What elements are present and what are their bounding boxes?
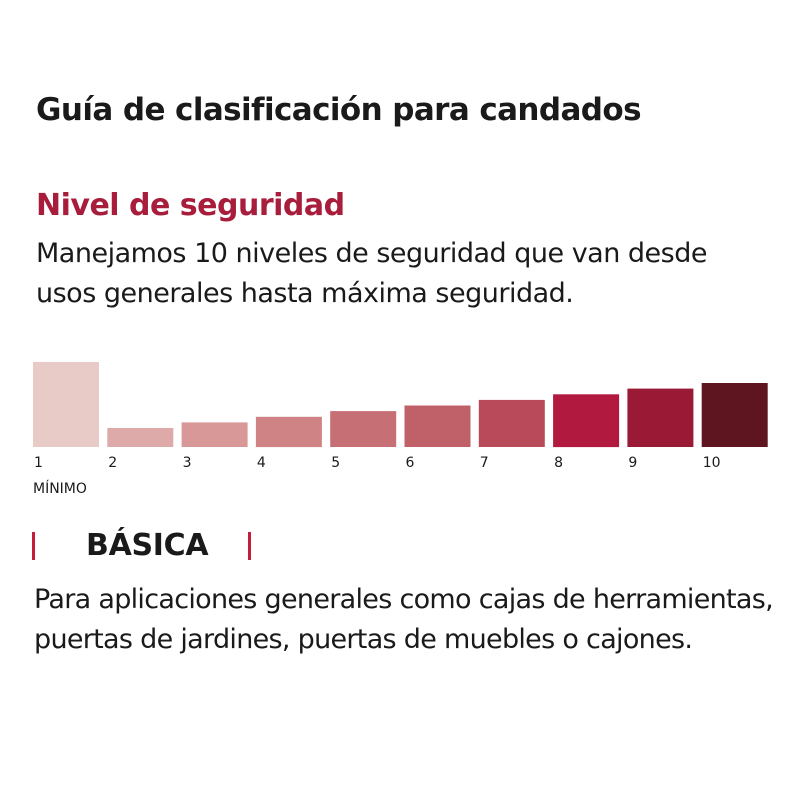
level-tick-label-1: 1 [34,455,43,471]
minimum-label: MÍNIMO [33,480,87,497]
section-description: Manejamos 10 niveles de seguridad que va… [36,238,708,309]
level-tick-label-8: 8 [554,455,563,471]
security-level-scale: 1 2 3 4 5 6 7 8 9 10 MÍNIMO [0,350,800,500]
level-tick-label-6: 6 [406,455,415,471]
level-tick-label-10: 10 [703,455,721,471]
level-bar-8 [553,394,620,448]
category-header: BÁSICA [30,522,260,572]
category-marker-right [248,532,251,560]
level-tick-label-3: 3 [183,455,192,471]
level-tick-label-5: 5 [331,455,340,471]
security-level-bars: 1 2 3 4 5 6 7 8 9 10 MÍNIMO [33,362,768,497]
level-tick-label-4: 4 [257,455,266,471]
category-description: Para aplicaciones generales como cajas d… [34,584,774,655]
level-bar-2 [107,428,174,447]
page-title: Guía de clasificación para candados [36,92,642,128]
section-heading: Nivel de seguridad [36,188,345,223]
level-tick-label-9: 9 [628,455,637,471]
level-bar-10 [701,383,768,447]
category-marker-left [32,532,35,560]
level-tick-label-7: 7 [480,455,489,471]
level-bar-7 [478,399,545,447]
level-bar-9 [627,388,694,447]
level-bar-5 [330,411,397,447]
level-bar-4 [255,416,322,448]
level-tick-label-2: 2 [108,455,117,471]
level-bar-6 [404,405,471,447]
level-bar-3 [181,422,248,447]
level-bar-1 [33,362,99,447]
category-name: BÁSICA [86,528,209,563]
